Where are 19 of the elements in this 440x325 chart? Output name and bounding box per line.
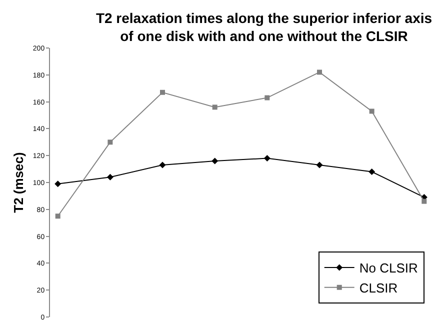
point xyxy=(369,108,374,114)
legend-label: No CLSIR xyxy=(359,260,418,276)
point xyxy=(316,162,323,168)
point xyxy=(368,168,376,175)
legend-label: CLSIR xyxy=(359,280,398,296)
point xyxy=(54,180,62,188)
point xyxy=(55,214,60,219)
chart-title: T2 relaxation times along the superior inferior axis of one disk with and one without the CLSIR xyxy=(96,10,432,44)
point xyxy=(160,90,166,95)
point xyxy=(106,174,114,180)
point xyxy=(108,140,113,145)
point xyxy=(212,104,218,110)
point xyxy=(159,162,166,168)
y-axis-title: T2 (msec) xyxy=(10,152,26,213)
point xyxy=(422,198,427,204)
point xyxy=(316,70,322,75)
point xyxy=(264,155,270,162)
point xyxy=(264,95,270,100)
point xyxy=(212,158,218,164)
